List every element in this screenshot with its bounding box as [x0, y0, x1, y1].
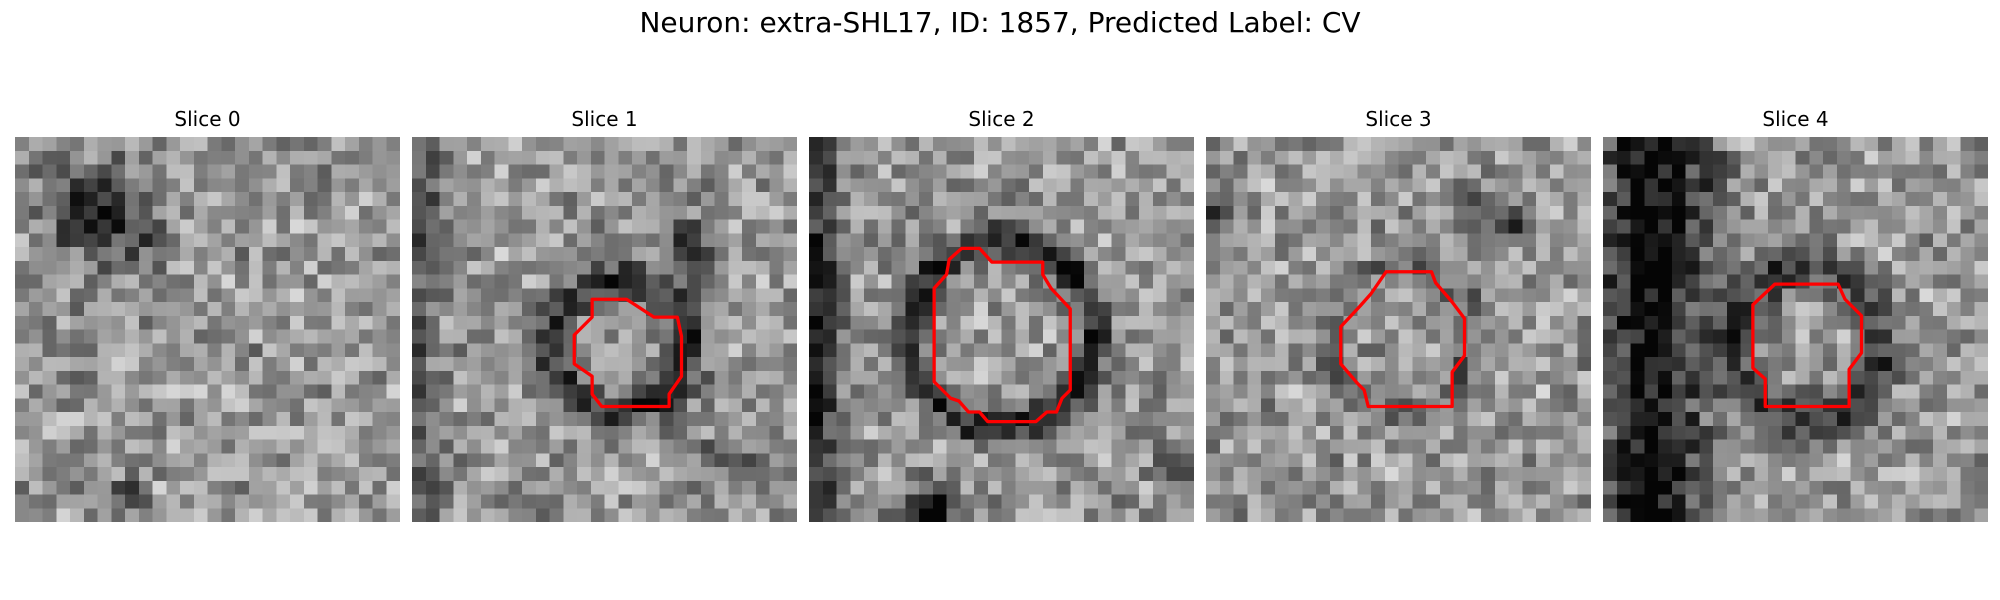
slice-3-image [1206, 137, 1591, 522]
slice-panel-3: Slice 3 [1206, 106, 1591, 522]
slice-4-contour [1751, 282, 1864, 409]
figure-title: Neuron: extra-SHL17, ID: 1857, Predicted… [639, 6, 1361, 39]
slice-2-image [809, 137, 1194, 522]
slice-3-contour [1339, 270, 1467, 409]
slice-0-title: Slice 0 [174, 107, 241, 131]
slice-3-title: Slice 3 [1365, 107, 1432, 131]
slice-0-image [15, 137, 400, 522]
slice-panel-1: Slice 1 [412, 106, 797, 522]
slice-panel-4: Slice 4 [1603, 106, 1988, 522]
slice-2-contour [932, 246, 1072, 424]
slice-1-image [412, 137, 797, 522]
slice-4-image [1603, 137, 1988, 522]
slice-2-title: Slice 2 [968, 107, 1035, 131]
slice-panel-2: Slice 2 [809, 106, 1194, 522]
slice-panel-0: Slice 0 [15, 106, 400, 522]
slice-1-contour [572, 297, 684, 409]
slice-1-title: Slice 1 [571, 107, 638, 131]
slice-4-title: Slice 4 [1762, 107, 1829, 131]
